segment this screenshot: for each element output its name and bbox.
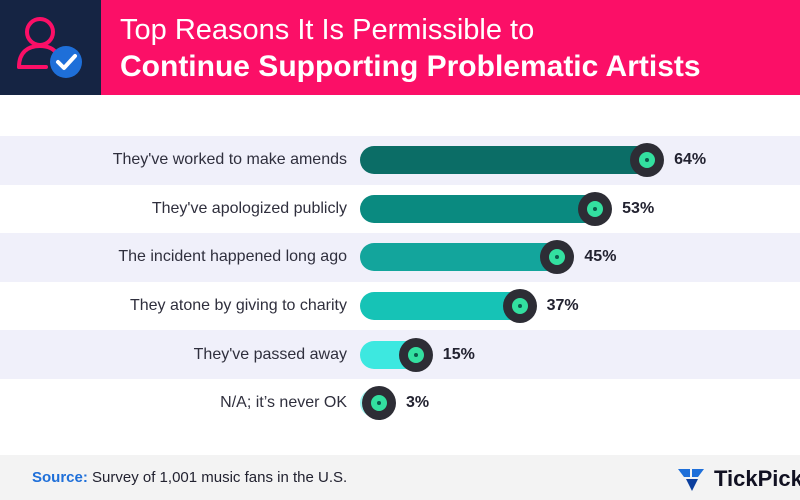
title-line-2: Continue Supporting Problematic Artists: [120, 50, 701, 83]
record-icon: [630, 143, 665, 178]
title-line-1: Top Reasons It Is Permissible to: [120, 14, 535, 46]
value-label: 53%: [622, 199, 655, 217]
header-banner: Top Reasons It Is Permissible to Continu…: [0, 0, 800, 95]
chart-row: They atone by giving to charity 37%: [0, 282, 800, 331]
brand-name: TickPick: [714, 466, 800, 491]
record-icon: [398, 337, 433, 372]
value-label: 15%: [442, 345, 475, 363]
category-label: The incident happened long ago: [118, 248, 347, 266]
source-note: Source: Survey of 1,001 music fans in th…: [32, 469, 347, 486]
chart-row: They've passed away 15%: [0, 330, 800, 380]
bar: [360, 243, 573, 272]
chart-row: The incident happened long ago 45%: [0, 233, 800, 283]
bar: [360, 146, 663, 175]
footer: Source: Survey of 1,001 music fans in th…: [0, 455, 800, 500]
category-label: N/A; it’s never OK: [220, 394, 347, 412]
category-label: They've passed away: [193, 345, 347, 363]
user-check-icon: [17, 17, 82, 78]
chart-row: They've apologized publicly 53%: [0, 185, 800, 234]
source-label: Source:: [32, 469, 88, 486]
value-label: 37%: [546, 297, 579, 315]
record-icon: [540, 240, 575, 275]
header-icon-box: [0, 0, 101, 95]
record-icon: [502, 289, 537, 324]
bar: [360, 194, 611, 223]
category-label: They've apologized publicly: [151, 199, 347, 217]
value-label: 64%: [674, 151, 707, 169]
tickpick-logo-icon: [678, 469, 704, 491]
category-label: They atone by giving to charity: [129, 297, 347, 315]
chart-row: N/A; it’s never OK 3%: [0, 379, 800, 428]
record-icon: [578, 191, 613, 226]
value-label: 45%: [584, 248, 617, 266]
category-label: They've worked to make amends: [112, 151, 347, 169]
source-text: Survey of 1,001 music fans in the U.S.: [92, 469, 348, 486]
record-icon: [362, 386, 396, 421]
chart-row: They've worked to make amends 64%: [0, 136, 800, 185]
value-label: 3%: [406, 394, 430, 412]
